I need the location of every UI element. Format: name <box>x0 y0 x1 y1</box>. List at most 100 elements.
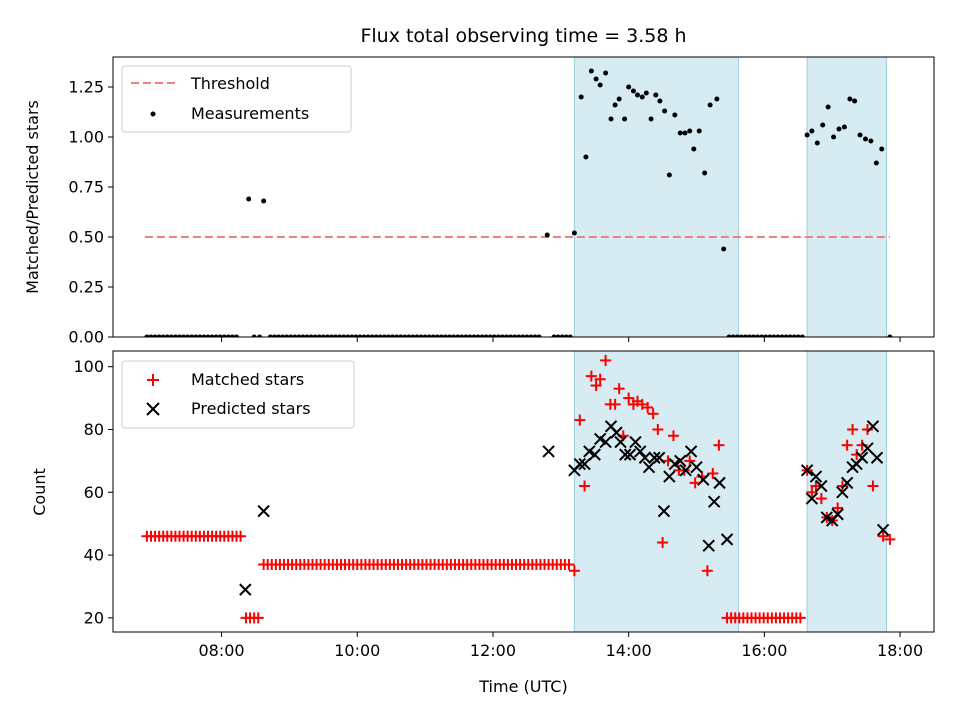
measurement-point <box>578 94 584 100</box>
shaded-region-2 <box>806 350 888 633</box>
predicted-star-marker <box>573 457 587 471</box>
measurement-point <box>809 128 815 134</box>
marker-stroke <box>836 486 849 499</box>
marker-stroke <box>690 460 703 474</box>
marker-stroke <box>702 539 715 552</box>
measurement-point <box>390 334 396 337</box>
matched-star-markers <box>141 354 896 624</box>
matched-star-marker <box>657 537 669 549</box>
predicted-star-marker <box>674 454 687 468</box>
matched-star-marker <box>815 493 827 505</box>
x-tick-label: 14:00 <box>606 641 652 660</box>
measurement-point <box>648 116 654 122</box>
measurement-points <box>144 68 893 337</box>
measurement-point <box>357 334 363 337</box>
measurement-point <box>229 334 235 337</box>
measurement-point <box>799 334 805 337</box>
predicted-star-marker <box>629 435 642 449</box>
measurement-point <box>442 334 448 337</box>
marker-stroke <box>614 435 627 449</box>
bottom-x-axis-label: Time (UTC) <box>478 677 567 696</box>
matched-star-marker <box>836 480 848 492</box>
measurement-point <box>300 334 306 337</box>
measurement-point <box>164 334 170 337</box>
marker-stroke <box>599 435 612 449</box>
measurement-point <box>831 134 837 140</box>
marker-stroke <box>652 451 666 464</box>
bottom-x-ticks: 08:00 10:00 12:00 14:00 16:00 18:00 <box>199 632 923 660</box>
top-y-axis-label: Matched/Predicted stars <box>23 100 42 294</box>
matched-star-marker <box>613 383 625 395</box>
measurement-point <box>312 334 318 337</box>
top-x-ticks <box>221 337 901 342</box>
measurement-point <box>544 232 550 238</box>
measurement-point <box>316 334 322 337</box>
matched-star-marker <box>841 439 853 451</box>
measurement-point <box>176 334 182 337</box>
measurement-point <box>873 160 879 166</box>
measurement-point <box>763 334 769 337</box>
measurement-point <box>152 334 158 337</box>
measurement-point <box>666 172 672 178</box>
marker-stroke <box>657 504 671 518</box>
measurement-point <box>643 90 649 96</box>
measurement-point <box>657 98 663 104</box>
matched-star-marker <box>642 402 654 414</box>
measurement-point <box>791 334 797 337</box>
measurement-point <box>555 334 561 337</box>
measurement-point <box>148 334 154 337</box>
measurement-point <box>691 146 697 152</box>
measurement-point <box>759 334 765 337</box>
matched-star-marker <box>585 370 597 382</box>
measurement-point <box>349 334 355 337</box>
measurement-point <box>734 334 740 337</box>
predicted-star-marker <box>257 504 270 518</box>
measurement-point <box>814 140 820 146</box>
measurement-point <box>144 334 150 337</box>
measurement-point <box>337 334 343 337</box>
measurement-point <box>563 334 569 337</box>
matched-star-marker <box>832 502 844 514</box>
legend-predicted-label: Predicted stars <box>191 399 311 418</box>
predicted-star-marker <box>805 492 819 505</box>
measurement-point <box>221 334 227 337</box>
measurement-point <box>887 334 893 337</box>
measurement-point <box>571 230 577 236</box>
measurement-point <box>751 334 757 337</box>
measurement-point <box>504 334 510 337</box>
measurement-point <box>172 334 178 337</box>
shaded-region-1 <box>573 350 740 633</box>
measurement-point <box>377 334 383 337</box>
matched-star-marker <box>574 414 586 426</box>
bottom-y-axis-label: Count <box>30 468 49 516</box>
predicted-star-marker <box>610 426 623 439</box>
predicted-star-markers <box>239 420 890 596</box>
measurement-point <box>467 334 473 337</box>
marker-stroke <box>583 445 596 458</box>
marker-stroke <box>642 460 656 474</box>
matched-star-marker <box>609 398 621 410</box>
predicted-star-marker <box>707 495 721 508</box>
measurement-point <box>402 334 408 337</box>
measurement-point <box>852 98 858 104</box>
top-panel: 0.00 0.25 0.50 0.75 1.00 1.25 Flux total obse… <box>23 25 935 347</box>
measurement-point <box>825 104 831 110</box>
measurement-point <box>398 334 404 337</box>
measurement-point <box>622 116 628 122</box>
measurement-point <box>536 334 542 337</box>
marker-stroke <box>648 451 661 464</box>
predicted-star-marker <box>638 451 652 464</box>
measurement-point <box>512 334 518 337</box>
measurement-point <box>820 122 826 128</box>
measurement-point <box>381 334 387 337</box>
marker-stroke <box>707 495 721 508</box>
measurement-point <box>201 334 207 337</box>
marker-stroke <box>610 426 623 439</box>
y-tick-label: 0.00 <box>68 328 104 347</box>
marker-stroke <box>604 420 618 433</box>
y-tick-label: 100 <box>73 357 104 376</box>
measurement-point <box>653 92 659 98</box>
measurement-point <box>593 76 599 82</box>
matched-star-marker <box>684 455 696 467</box>
marker-stroke <box>674 454 687 468</box>
